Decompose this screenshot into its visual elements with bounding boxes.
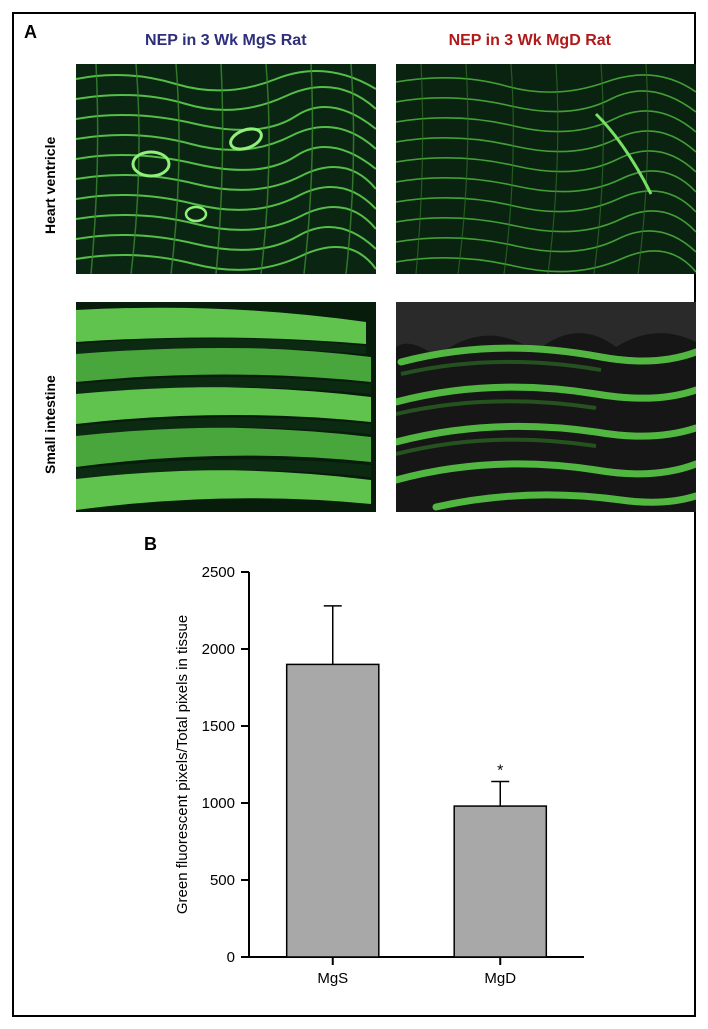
svg-text:1000: 1000 bbox=[202, 795, 235, 812]
svg-text:Green fluorescent pixels/Total: Green fluorescent pixels/Total pixels in… bbox=[174, 615, 191, 914]
micrograph-intestine-mgd bbox=[396, 302, 696, 512]
panel-label-a: A bbox=[24, 22, 37, 43]
title-mgs: NEP in 3 Wk MgS Rat bbox=[145, 32, 307, 50]
bar-chart: 0 500 1000 1500 2000 2500 Green fluorescent pi… bbox=[164, 562, 604, 1002]
svg-text:1500: 1500 bbox=[202, 718, 235, 735]
panel-label-b: B bbox=[144, 534, 157, 555]
row-label-intestine: Small intestine bbox=[42, 375, 58, 474]
svg-text:MgD: MgD bbox=[484, 970, 516, 987]
svg-text:MgS: MgS bbox=[317, 970, 348, 987]
svg-text:2000: 2000 bbox=[202, 641, 235, 658]
row-label-heart: Heart ventricle bbox=[42, 137, 58, 234]
svg-text:2500: 2500 bbox=[202, 564, 235, 581]
title-mgd: NEP in 3 Wk MgD Rat bbox=[449, 32, 611, 50]
svg-text:500: 500 bbox=[210, 872, 235, 889]
micrograph-heart-mgd bbox=[396, 64, 696, 274]
micrograph-heart-mgs bbox=[76, 64, 376, 274]
svg-text:*: * bbox=[497, 762, 503, 779]
figure-frame: A NEP in 3 Wk MgS Rat NEP in 3 Wk MgD Ra… bbox=[12, 12, 696, 1017]
panel-a-titles: NEP in 3 Wk MgS Rat NEP in 3 Wk MgD Rat bbox=[74, 32, 682, 50]
svg-text:0: 0 bbox=[227, 949, 235, 966]
micrograph-intestine-mgs bbox=[76, 302, 376, 512]
